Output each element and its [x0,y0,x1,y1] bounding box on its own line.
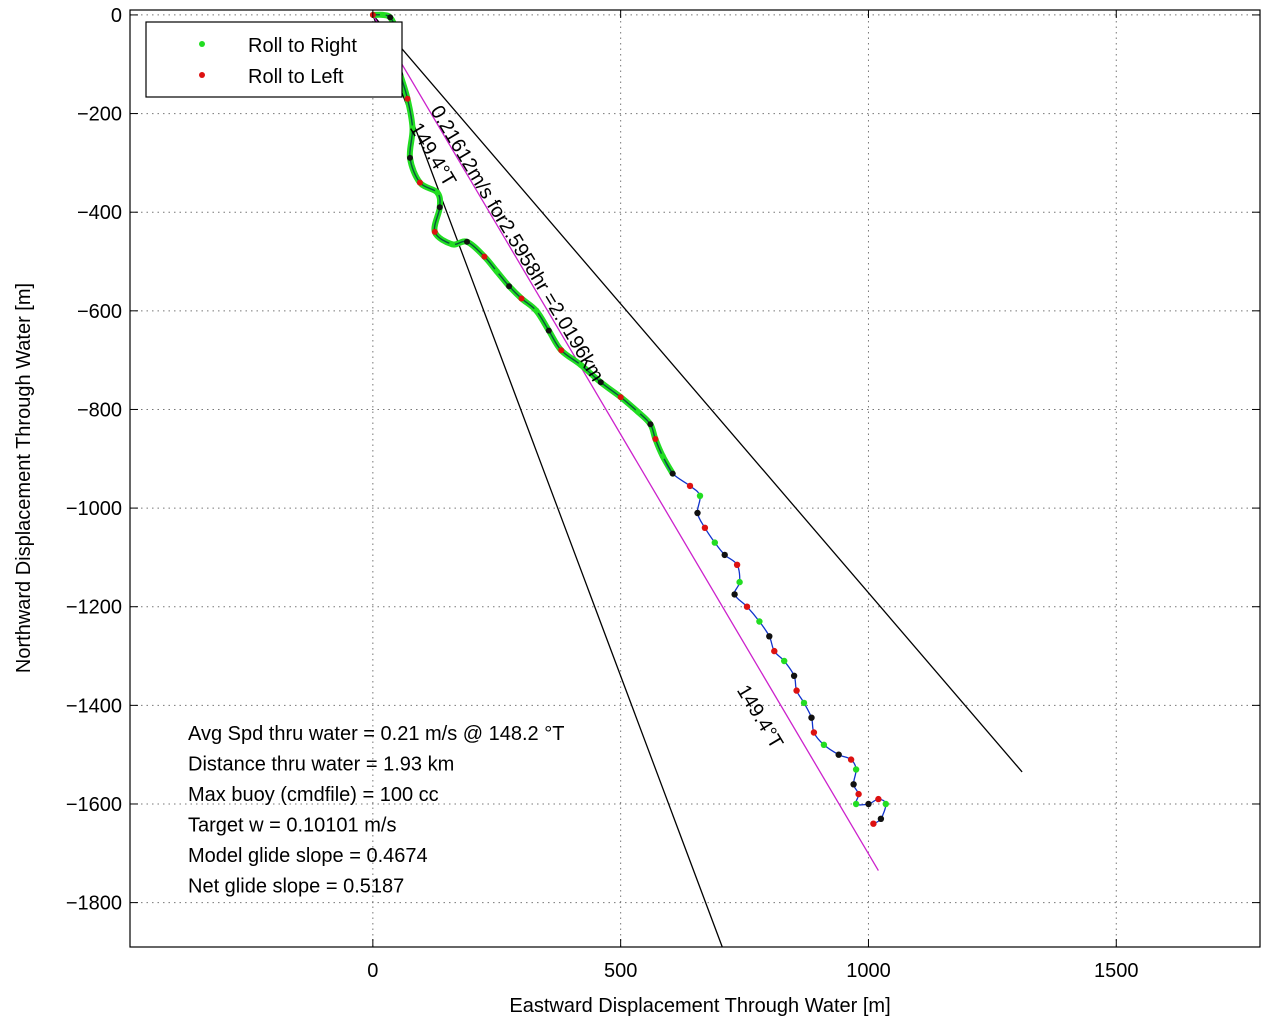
legend-marker [199,41,205,47]
track-point [617,394,624,401]
track-point [733,561,741,568]
track-point [835,751,842,758]
x-tick-label: 1000 [846,960,891,982]
track-point [847,756,855,763]
track-point [850,781,857,788]
x-axis-label: Eastward Displacement Through Water [m] [509,995,890,1017]
track-point [416,179,423,186]
stats-line: Target w = 0.10101 m/s [188,815,396,837]
legend: Roll to Right Roll to Left [145,21,403,98]
grid [130,10,1260,947]
y-tick-label: −400 [77,202,122,224]
track-point [781,657,788,665]
track-point [790,672,798,679]
track-point [686,482,694,490]
track-point [506,283,513,290]
track-point [652,436,659,442]
plot-background [130,10,1260,947]
track-point [696,492,704,499]
legend-box [145,21,403,98]
track-point [852,766,860,773]
track-point [701,524,709,531]
y-tick-label: −800 [77,399,122,421]
track-point [379,11,386,18]
track-point [800,699,808,707]
track-point [766,633,773,640]
track-point [635,408,641,415]
stats-line: Avg Spd thru water = 0.21 m/s @ 148.2 °T [188,723,564,745]
track-point [481,253,488,260]
track-point [647,421,654,428]
track-point [404,95,411,102]
reference-line [372,14,723,948]
track-point [493,268,500,275]
track-point [855,790,862,798]
track-point [431,228,438,235]
track-point [578,362,584,369]
legend-label: Roll to Right [248,35,357,57]
plot-frame [129,9,1261,948]
track-point [659,453,666,460]
track-point [558,347,565,354]
stats-line: Distance thru water = 1.93 km [188,754,454,776]
track-point [464,238,470,245]
axes: 0 500 1000 1500 0 −200 −400 −600 −800 −1000 −1200 −… [66,5,1261,982]
track-point [852,800,860,808]
track-point [711,539,718,546]
track-point [743,603,751,610]
track-point [449,241,456,248]
track-point [694,509,701,517]
track-point [820,741,828,748]
stats-annotations: Avg Spd thru water = 0.21 m/s @ 148.2 °T… [188,723,564,898]
x-tick-label: 1500 [1094,960,1139,982]
y-tick-label: 0 [111,5,122,27]
track-point [409,125,416,132]
track-point [533,307,540,314]
track-point [387,14,394,21]
track-point [407,154,413,161]
track-point [518,295,525,302]
track-point [721,551,728,559]
track-point [597,379,604,386]
y-axis-label: Northward Displacement Through Water [m] [13,283,35,673]
track-point [434,189,441,196]
track-point [731,591,738,598]
y-tick-label: −1200 [66,597,122,619]
reference-line [372,14,879,871]
track-point [865,800,872,808]
track-point [877,815,885,822]
track-point [545,327,552,334]
track-point [808,714,815,721]
track-point [736,578,743,586]
y-tick-label: −600 [77,301,122,323]
track-point [436,204,443,211]
y-tick-label: −1800 [66,893,122,915]
track-point [793,687,800,694]
stats-line: Model glide slope = 0.4674 [188,845,428,867]
x-tick-label: 500 [604,960,637,982]
stats-line: Net glide slope = 0.5187 [188,876,404,898]
track-point [882,800,889,808]
plot-area [130,10,1260,947]
y-tick-label: −1600 [66,794,122,816]
reference-line [372,14,1023,773]
track-point [870,820,877,827]
track-point [875,795,882,803]
stats-line: Max buoy (cmdfile) = 100 cc [188,784,439,806]
track-point [669,470,676,477]
x-tick-label: 0 [367,960,378,982]
track-point [771,647,778,655]
track-point [756,618,763,625]
reference-lines [372,14,1023,948]
y-tick-label: −1000 [66,498,122,520]
legend-label: Roll to Left [248,66,344,88]
legend-marker [199,72,205,78]
y-tick-label: −1400 [66,695,122,717]
y-tick-label: −200 [77,104,122,126]
track-point [810,729,818,736]
